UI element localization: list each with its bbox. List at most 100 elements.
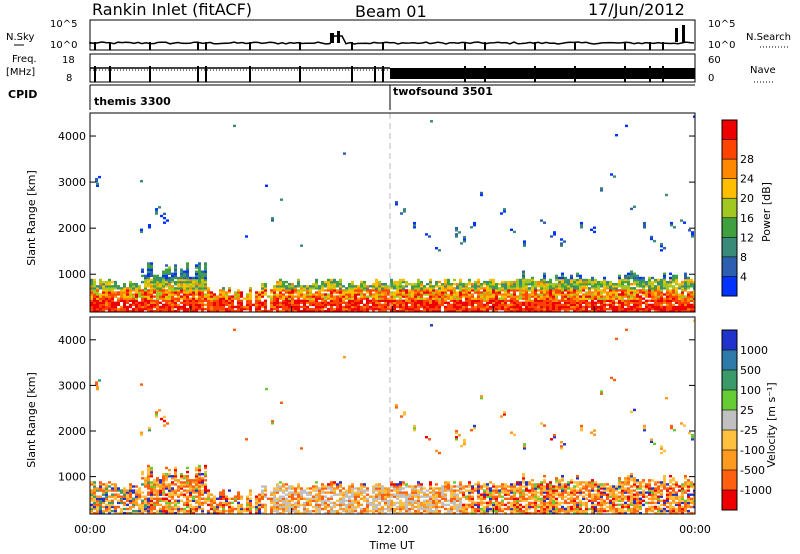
power-cell [534,291,537,294]
power-cell [642,283,645,286]
power-cell [429,289,432,292]
power-cell [645,291,648,294]
velocity-cell [105,487,108,490]
power-cell [444,297,447,300]
power-cell [558,291,561,294]
power-cell [99,278,102,282]
power-cell [393,305,396,309]
power-cell [219,303,222,307]
power-cell [630,287,633,290]
power-cell [522,301,525,304]
power-cell [684,276,687,280]
power-cell [567,295,570,298]
velocity-cell [138,497,141,500]
velocity-cell [102,511,105,514]
power-cell [105,293,108,296]
power-cell [390,291,393,294]
velocity-cell [174,507,177,511]
power-cell [408,291,411,294]
power-cell [654,309,657,312]
power-cell [366,287,369,290]
power-cell [588,297,591,300]
power-cell [324,289,327,292]
power-cell [177,309,180,312]
velocity-cell [408,503,411,507]
power-cell [489,283,492,286]
velocity-cell [444,507,447,511]
power-cell [321,287,324,290]
power-cell [336,289,339,292]
power-cell [456,299,459,302]
velocity-cell [528,495,531,498]
velocity-cell [219,501,222,505]
power-cell [183,293,186,296]
power-cell [216,297,219,300]
velocity-cell [297,487,300,490]
velocity-cell [291,487,294,490]
power-cell [603,287,606,290]
power-cell [651,276,654,280]
power-cell [360,309,363,312]
velocity-cell [540,503,543,507]
velocity-cell [300,491,303,494]
velocity-cell [447,483,450,486]
velocity-cell [366,487,369,490]
power-cell [123,289,126,292]
power-cell [300,305,303,309]
power-cell [159,276,162,280]
power-cell [462,295,465,298]
power-cell [249,301,252,304]
power-cell [546,280,549,284]
power-cell [390,301,393,304]
power-cell [660,278,663,282]
power-cell [498,293,501,296]
velocity-cell [453,511,456,514]
power-cell [279,280,282,284]
power-cell [657,297,660,300]
power-cell [393,299,396,302]
velocity-cell [303,497,306,500]
power-cell [90,291,93,294]
velocity-cell [384,511,387,514]
power-cell [643,226,646,229]
power-cell [312,293,315,296]
power-cell [456,295,459,298]
velocity-cell [552,491,555,494]
velocity-cell [378,491,381,494]
velocity-cell [189,503,192,507]
power-cell [195,278,198,282]
power-cell [423,307,426,311]
power-cell [603,299,606,302]
power-cell [231,297,234,300]
nsky-tick-bottom: 10^0 [50,40,77,51]
velocity-cell [342,491,345,494]
velocity-cell [528,491,531,494]
power-cell [600,280,603,284]
power-cell [522,309,525,312]
power-cell [594,301,597,304]
velocity-cell [192,489,195,492]
power-cell [396,305,399,309]
velocity-cell [501,499,504,502]
velocity-cell [453,493,456,496]
power-cell [519,309,522,312]
power-cell [510,299,513,302]
power-cell [129,309,132,312]
power-cell [183,287,186,290]
velocity-cell [324,485,327,488]
velocity-cell [201,511,204,514]
velocity-cell [258,493,261,496]
power-cell [573,293,576,296]
velocity-cell [564,499,567,502]
power-cell [99,283,102,286]
power-cell [651,293,654,296]
velocity-cell [108,489,111,492]
velocity-cell [534,505,537,509]
velocity-cell [171,501,174,505]
power-cell [108,293,111,296]
velocity-cell [150,507,153,511]
power-cell [609,287,612,290]
power-cell [591,278,594,282]
velocity-cell [315,481,318,484]
power-cell [159,285,162,288]
